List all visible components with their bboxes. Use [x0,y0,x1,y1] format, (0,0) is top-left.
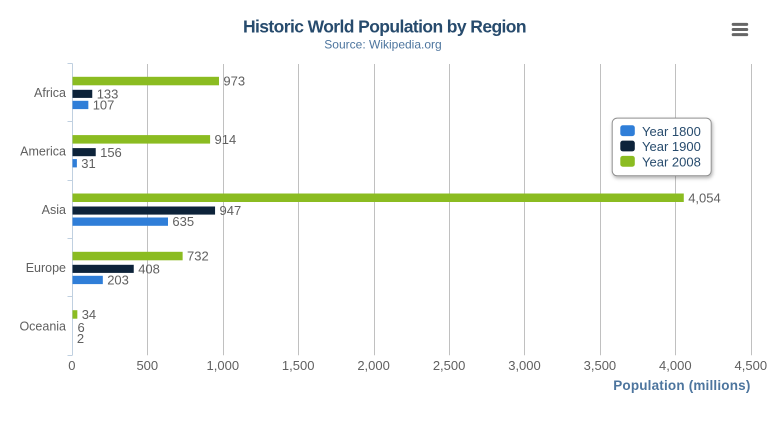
svg-text:America: America [20,145,66,159]
svg-text:Year 1800: Year 1800 [642,124,701,139]
svg-text:Population (millions): Population (millions) [613,378,750,393]
svg-text:914: 914 [215,132,237,147]
svg-text:Historic World Population by R: Historic World Population by Region [243,16,526,36]
svg-text:732: 732 [187,249,209,264]
svg-text:4,054: 4,054 [688,190,721,205]
svg-text:107: 107 [93,98,115,113]
svg-text:500: 500 [136,358,158,373]
svg-text:408: 408 [138,262,160,277]
svg-text:1,500: 1,500 [282,358,315,373]
svg-text:Africa: Africa [34,86,66,100]
svg-text:1,000: 1,000 [207,358,240,373]
svg-text:31: 31 [81,156,95,171]
svg-text:3,500: 3,500 [584,358,617,373]
svg-text:6: 6 [78,320,85,335]
svg-text:947: 947 [220,203,242,218]
svg-text:4,500: 4,500 [735,358,768,373]
svg-text:Source: Wikipedia.org: Source: Wikipedia.org [324,38,441,52]
svg-text:973: 973 [223,74,245,89]
svg-text:Year 1900: Year 1900 [642,139,701,154]
svg-text:635: 635 [172,214,194,229]
svg-text:Europe: Europe [26,261,66,275]
svg-text:4,000: 4,000 [659,358,692,373]
svg-text:2: 2 [77,331,84,346]
svg-text:156: 156 [100,145,122,160]
svg-text:34: 34 [82,307,96,322]
svg-text:2,000: 2,000 [357,358,390,373]
svg-text:133: 133 [97,86,119,101]
svg-text:Oceania: Oceania [19,320,66,334]
svg-text:0: 0 [68,358,75,373]
svg-text:203: 203 [107,273,129,288]
svg-text:Year 2008: Year 2008 [642,155,701,170]
svg-text:3,000: 3,000 [508,358,541,373]
svg-text:Asia: Asia [42,203,66,217]
svg-text:2,500: 2,500 [433,358,466,373]
